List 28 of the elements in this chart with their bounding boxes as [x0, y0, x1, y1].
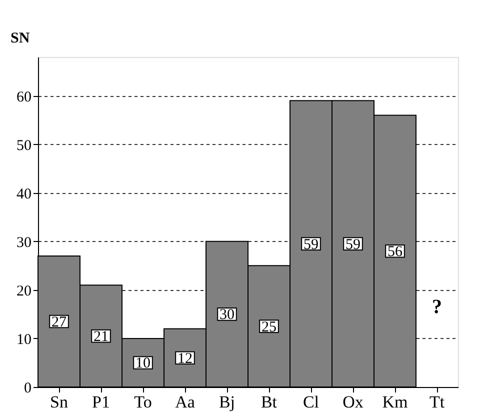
- y-axis-title: SN: [10, 30, 30, 46]
- annotation: ?: [432, 296, 442, 318]
- y-tick-label: 0: [24, 380, 32, 396]
- x-tick-label: Aa: [175, 392, 196, 412]
- x-tick-label: Sn: [50, 392, 68, 412]
- data-label: 56: [388, 244, 403, 260]
- x-tick-label: Ox: [342, 392, 364, 412]
- data-label: 12: [178, 350, 192, 367]
- x-tick-label: Tt: [429, 392, 445, 412]
- x-tick-label: Bt: [260, 392, 278, 412]
- data-label: 30: [220, 307, 234, 324]
- y-tick-label: 60: [16, 89, 32, 106]
- x-tick-label: P1: [92, 392, 110, 412]
- y-tick-label: 50: [16, 138, 32, 154]
- x-tick-label: Km: [382, 392, 408, 412]
- data-label: 21: [94, 329, 108, 346]
- data-label: 27: [52, 314, 67, 330]
- y-tick-label: 30: [16, 234, 32, 251]
- data-label: 59: [346, 236, 360, 253]
- y-tick-label: 10: [16, 332, 32, 348]
- data-label: 10: [136, 356, 150, 372]
- x-tick-label: Cl: [302, 392, 320, 412]
- data-label: 59: [304, 236, 318, 253]
- y-tick-label: 40: [16, 186, 32, 202]
- y-tick-label: 20: [16, 283, 32, 300]
- x-tick-label: To: [134, 392, 152, 412]
- data-label: 25: [262, 319, 276, 336]
- x-tick-label: Bj: [218, 392, 236, 412]
